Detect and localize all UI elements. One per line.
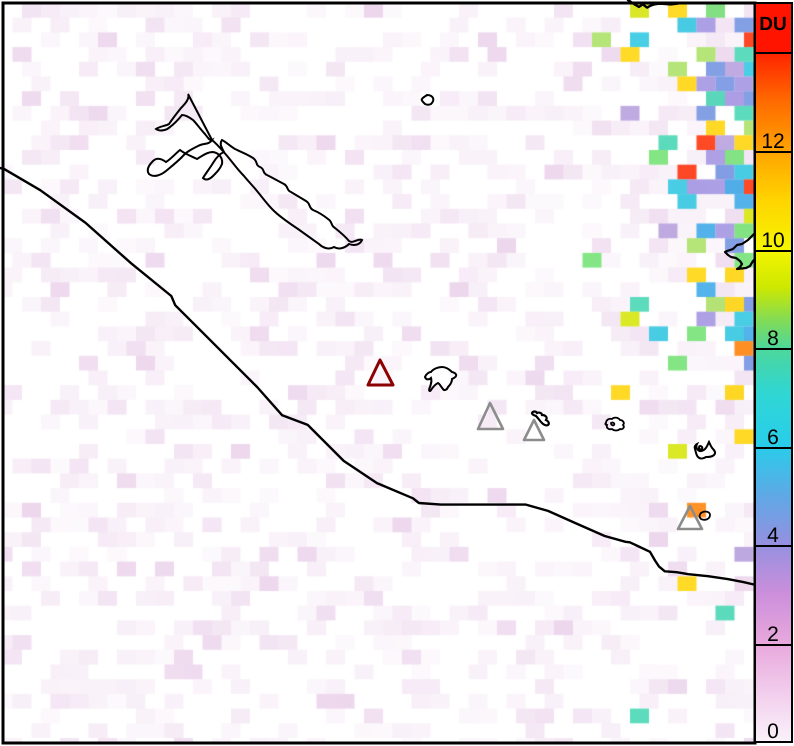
svg-text:8: 8 — [767, 327, 779, 350]
svg-text:4: 4 — [767, 524, 779, 547]
svg-text:6: 6 — [767, 426, 779, 449]
svg-text:12: 12 — [761, 130, 784, 153]
svg-text:10: 10 — [761, 229, 784, 252]
svg-text:DU: DU — [759, 14, 786, 35]
svg-text:2: 2 — [767, 623, 779, 646]
svg-text:0: 0 — [767, 720, 779, 743]
